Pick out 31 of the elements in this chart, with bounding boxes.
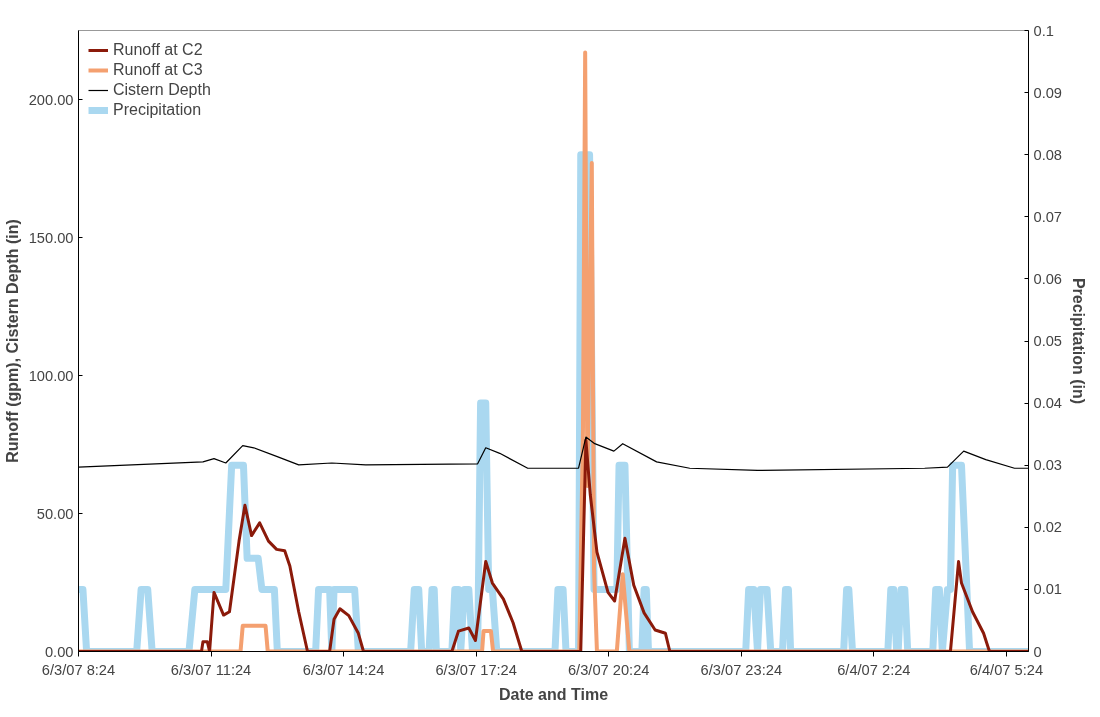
x-tick-label: 6/3/07 23:24 (700, 661, 783, 678)
x-tick-label: 6/3/07 8:24 (41, 661, 116, 678)
y2-tick-label: 0 (1033, 643, 1042, 660)
y2-tick-label: 0.06 (1033, 270, 1063, 287)
legend-label: Cistern Depth (113, 80, 211, 100)
x-tick-label: 6/4/07 5:24 (969, 661, 1044, 678)
y2-tick-label: 0.1 (1033, 22, 1054, 39)
x-tick-label: 6/4/07 2:24 (837, 661, 911, 678)
x-axis-title: Date and Time (498, 685, 609, 703)
y-tick-label: 0.00 (44, 643, 74, 660)
legend-label: Precipitation (113, 100, 202, 120)
x-tick-label: 6/3/07 20:24 (567, 661, 650, 678)
y-tick-label: 50.00 (36, 505, 74, 522)
legend-label: Runoff at C2 (113, 40, 203, 60)
y2-tick-label: 0.08 (1033, 146, 1063, 163)
y2-tick-label: 0.04 (1033, 395, 1063, 412)
y2-tick-label: 0.07 (1033, 208, 1063, 225)
y-tick-label: 100.00 (28, 367, 74, 384)
y2-tick-label: 0.03 (1033, 457, 1063, 474)
y-axis-title: Runoff (gpm), Cistern Depth (in) (3, 219, 21, 463)
x-tick-label: 6/3/07 11:24 (170, 661, 252, 678)
x-tick-label: 6/3/07 14:24 (302, 661, 385, 678)
y2-tick-label: 0.05 (1033, 333, 1063, 349)
legend-label: Runoff at C3 (113, 60, 203, 80)
y2-tick-label: 0.09 (1033, 84, 1063, 101)
y2-tick-label: 0.01 (1033, 581, 1063, 598)
y-tick-label: 150.00 (28, 229, 74, 246)
y2-tick-label: 0.02 (1033, 519, 1063, 536)
y2-axis-title: Precipitation (in) (1070, 277, 1088, 405)
y-tick-label: 200.00 (28, 91, 74, 108)
x-tick-label: 6/3/07 17:24 (435, 661, 517, 678)
